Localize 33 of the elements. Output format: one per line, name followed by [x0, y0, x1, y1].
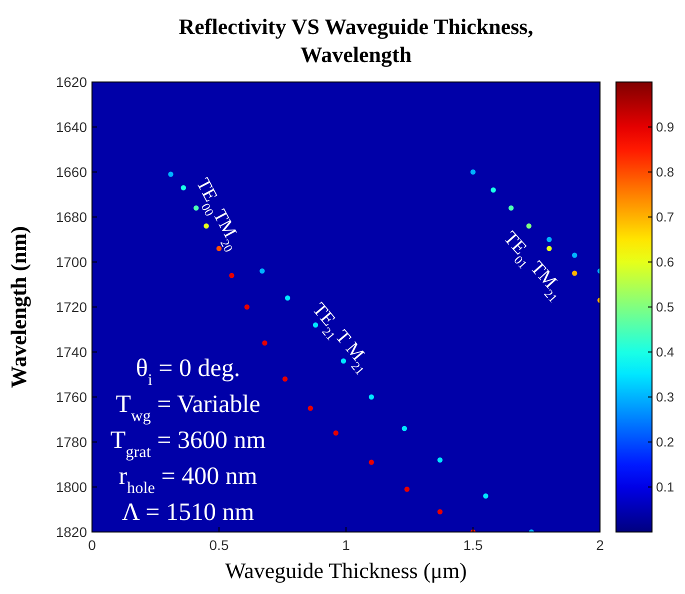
color-bar-label: 0.3: [656, 390, 674, 405]
x-tick-label: 0: [88, 537, 96, 553]
color-bar-label: 0.5: [656, 300, 674, 315]
color-bar-label: 0.1: [656, 480, 674, 495]
annotation: θ$_{i}$ = 0 deg.: [136, 355, 240, 389]
y-tick-label: 1700: [56, 254, 88, 270]
annotation: r$_{hole}$ = 400 nm: [118, 463, 258, 497]
color-bar-label: 0.2: [656, 434, 674, 450]
chart-title: Reflectivity VS Waveguide Thickness, Wavelength: [178, 14, 534, 67]
y-tick-label: 1680: [56, 208, 88, 225]
color-bar-label: 0.6: [656, 254, 674, 270]
x-tick-label: 0.5: [209, 537, 229, 553]
y-tick-label: 1820: [56, 524, 88, 540]
x-tick-label: 1: [342, 537, 350, 553]
y-tick-label: 1760: [56, 388, 88, 405]
annotation: T$_{wg}$ = Variable: [116, 391, 260, 425]
y-tick-label: 1620: [56, 74, 88, 90]
y-tick-label: 1660: [56, 164, 88, 180]
color-bar-label: 0.4: [656, 344, 674, 360]
y-tick-label: 1740: [56, 344, 88, 360]
annotation: T$_{grat}$ = 3600 nm: [110, 427, 266, 461]
y-axis-title: Wavelength (nm): [6, 226, 31, 388]
y-tick-label: 1640: [56, 118, 88, 135]
x-axis-title: Waveguide Thickness (μm): [225, 558, 467, 583]
x-tick-label: 2: [596, 537, 604, 553]
y-tick-label: 1800: [56, 478, 88, 495]
color-bar-label: 0.8: [656, 164, 674, 180]
y-tick-label: 1720: [56, 298, 88, 315]
x-tick-label: 1.5: [463, 537, 483, 553]
color-bar-label: 0.9: [656, 120, 674, 135]
color-bar-label: 0.7: [656, 210, 674, 225]
y-tick-label: 1780: [56, 434, 88, 450]
annotation: Λ = 1510 nm: [122, 499, 255, 526]
